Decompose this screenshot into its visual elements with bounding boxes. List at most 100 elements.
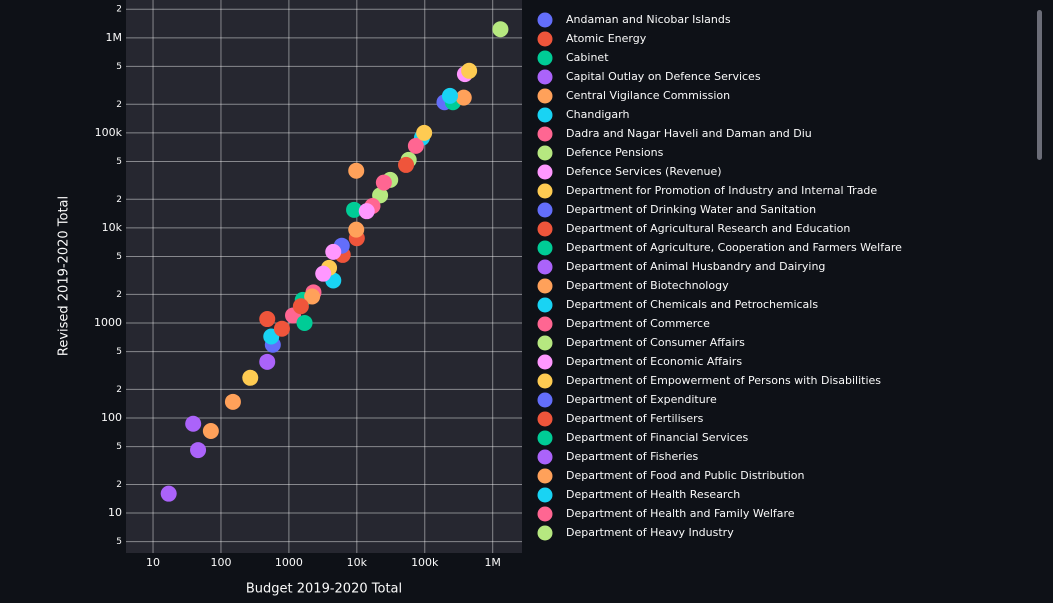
point: [242, 369, 259, 386]
point: [259, 311, 276, 328]
y-tick-label: 2: [116, 480, 122, 490]
legend-label: Atomic Energy: [566, 32, 647, 45]
point: [325, 243, 342, 260]
legend-label: Department of Fertilisers: [566, 412, 704, 425]
legend-marker: [537, 145, 553, 161]
legend: Andaman and Nicobar Islands Atomic Energy…: [537, 12, 902, 541]
legend-marker: [537, 221, 553, 237]
legend-marker: [537, 487, 553, 503]
legend-marker: [537, 31, 553, 47]
legend-marker: [537, 69, 553, 85]
legend-label: Defence Services (Revenue): [566, 165, 722, 178]
y-tick-label: 5: [116, 157, 122, 167]
legend-marker: [537, 12, 553, 28]
legend-marker: [537, 468, 553, 484]
point: [259, 353, 276, 370]
point: [455, 89, 472, 106]
legend-marker: [537, 88, 553, 104]
y-tick-label: 10k: [102, 221, 123, 234]
legend-marker: [537, 316, 553, 332]
legend-label: Department of Economic Affairs: [566, 355, 742, 368]
legend-label: Dadra and Nagar Haveli and Daman and Diu: [566, 127, 812, 140]
y-tick-label: 2: [116, 195, 122, 205]
legend-label: Department for Promotion of Industry and…: [566, 184, 877, 197]
x-tick-label: 10k: [347, 556, 368, 569]
point: [358, 203, 375, 220]
legend-label: Department of Fisheries: [566, 450, 699, 463]
legend-label: Department of Health Research: [566, 488, 740, 501]
legend-marker: [537, 107, 553, 123]
legend-marker: [537, 373, 553, 389]
legend-label: Department of Financial Services: [566, 431, 748, 444]
legend-marker: [537, 506, 553, 522]
legend-label: Department of Consumer Affairs: [566, 336, 745, 349]
x-axis-title: Budget 2019-2020 Total: [246, 582, 402, 597]
point: [315, 265, 332, 282]
legend-marker: [537, 126, 553, 142]
legend-label: Cabinet: [566, 51, 609, 64]
y-tick-label: 100: [101, 411, 122, 424]
point: [202, 423, 219, 440]
point: [296, 314, 313, 331]
legend-label: Department of Commerce: [566, 317, 710, 330]
grid: [126, 0, 522, 553]
point: [224, 393, 241, 410]
legend-label: Department of Agricultural Research and …: [566, 222, 850, 235]
legend-label: Capital Outlay on Defence Services: [566, 70, 761, 83]
y-tick-label: 2: [116, 385, 122, 395]
y-tick-label: 1M: [106, 31, 123, 44]
point: [398, 156, 415, 173]
legend-label: Department of Chemicals and Petrochemica…: [566, 298, 818, 311]
point: [292, 298, 309, 315]
point: [346, 201, 363, 218]
y-tick-label: 5: [116, 442, 122, 452]
point: [407, 137, 424, 154]
point: [375, 174, 392, 191]
legend-label: Chandigarh: [566, 108, 629, 121]
legend-marker: [537, 259, 553, 275]
x-tick-label: 100k: [411, 556, 439, 569]
point: [160, 485, 177, 502]
y-tick-label: 2: [116, 5, 122, 15]
legend-marker: [537, 202, 553, 218]
y-tick-label: 5: [116, 62, 122, 72]
x-tick-label: 10: [146, 556, 160, 569]
point: [492, 21, 509, 38]
legend-label: Department of Expenditure: [566, 393, 717, 406]
x-tick-label: 1M: [484, 556, 501, 569]
point: [273, 320, 290, 337]
x-tick-label: 1000: [275, 556, 303, 569]
y-tick-label: 10: [108, 506, 122, 519]
legend-marker: [537, 50, 553, 66]
legend-label: Department of Heavy Industry: [566, 526, 734, 539]
legend-label: Central Vigilance Commission: [566, 89, 730, 102]
legend-marker: [537, 335, 553, 351]
legend-label: Department of Health and Family Welfare: [566, 507, 795, 520]
legend-label: Defence Pensions: [566, 146, 664, 159]
legend-marker: [537, 525, 553, 541]
scrollbar[interactable]: [1037, 10, 1042, 160]
point: [348, 221, 365, 238]
legend-marker: [537, 354, 553, 370]
legend-label: Department of Biotechnology: [566, 279, 729, 292]
point: [461, 62, 478, 79]
legend-marker: [537, 449, 553, 465]
point: [348, 162, 365, 179]
y-axis-title: Revised 2019-2020 Total: [57, 196, 72, 356]
legend-marker: [537, 297, 553, 313]
point: [190, 442, 207, 459]
y-tick-label: 2: [116, 290, 122, 300]
legend-label: Andaman and Nicobar Islands: [566, 13, 731, 26]
point: [304, 288, 321, 305]
point: [416, 124, 433, 141]
point: [441, 87, 458, 104]
legend-label: Department of Food and Public Distributi…: [566, 469, 804, 482]
y-tick-label: 5: [116, 537, 122, 547]
y-tick-label: 100k: [95, 126, 123, 139]
points: [160, 21, 509, 502]
legend-marker: [537, 164, 553, 180]
y-tick-label: 5: [116, 252, 122, 262]
y-tick-label: 1000: [94, 316, 122, 329]
